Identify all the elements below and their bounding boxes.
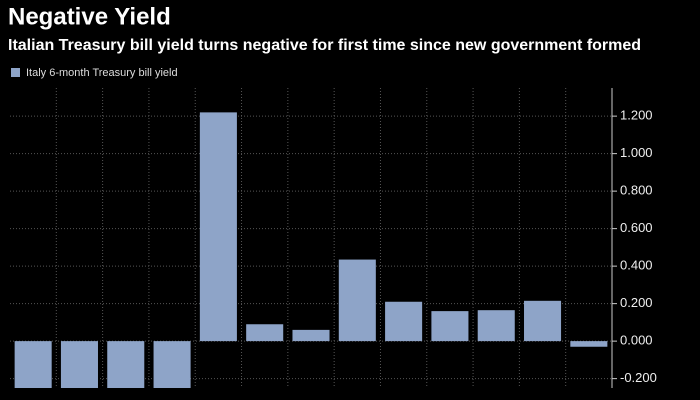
bar bbox=[570, 341, 608, 347]
y-tick-label: 0.200 bbox=[620, 295, 653, 310]
bar bbox=[431, 311, 469, 342]
bar bbox=[524, 300, 562, 342]
legend-label: Italy 6-month Treasury bill yield bbox=[26, 67, 178, 79]
y-tick-label: 1.000 bbox=[620, 145, 653, 160]
bar bbox=[14, 341, 52, 388]
bar bbox=[477, 310, 515, 342]
y-tick-label: 0.400 bbox=[620, 258, 653, 273]
bar bbox=[246, 324, 284, 342]
bar bbox=[107, 341, 145, 388]
bar bbox=[153, 341, 191, 388]
y-tick-label: 1.200 bbox=[620, 108, 653, 123]
bar bbox=[338, 259, 376, 342]
y-tick-label: 0.600 bbox=[620, 220, 653, 235]
bar bbox=[385, 301, 423, 342]
bar bbox=[60, 341, 98, 388]
bar bbox=[199, 112, 237, 342]
y-tick-label: 0.800 bbox=[620, 183, 653, 198]
y-tick-label: -0.200 bbox=[620, 370, 657, 385]
chart-title: Negative Yield bbox=[8, 3, 171, 30]
legend-swatch bbox=[11, 68, 20, 77]
bar bbox=[292, 329, 330, 342]
y-tick-label: 0.000 bbox=[620, 333, 653, 348]
chart-subtitle: Italian Treasury bill yield turns negati… bbox=[8, 37, 641, 54]
